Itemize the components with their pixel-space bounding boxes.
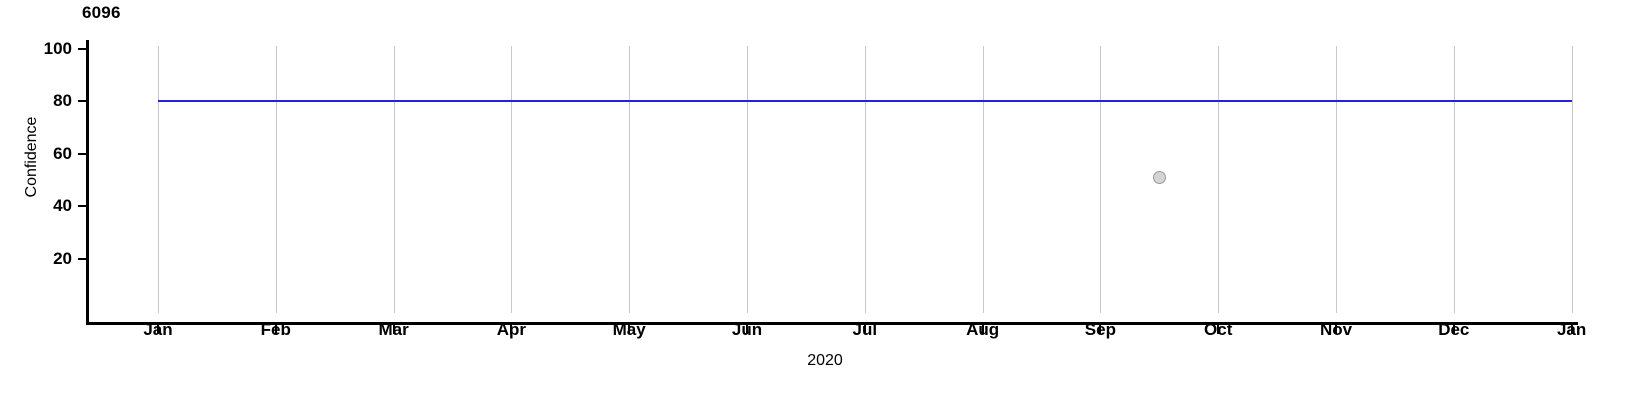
threshold-line <box>158 100 1572 102</box>
x-axis-tick-mark <box>392 325 395 334</box>
chart-title: 6096 <box>82 3 121 22</box>
x-axis-tick-label: Oct <box>1204 320 1233 339</box>
gridline <box>393 46 395 313</box>
gridline <box>511 46 513 313</box>
x-axis-tick-mark <box>510 325 513 334</box>
x-axis-tick-mark <box>1217 325 1220 334</box>
y-axis-tick-mark <box>78 100 87 102</box>
gridline <box>1336 46 1337 313</box>
x-axis-tick-mark <box>1570 325 1573 334</box>
x-axis-tick-label: Sep <box>1084 320 1116 339</box>
x-axis-tick-mark <box>863 325 866 334</box>
x-axis-tick-label: Aug <box>966 320 1000 339</box>
y-axis-tick-label: 80 <box>53 91 72 110</box>
gridline <box>158 46 159 313</box>
gridline <box>982 46 984 313</box>
gridline <box>629 46 631 313</box>
x-axis-tick-label: Jul <box>852 320 878 339</box>
gridline <box>1571 46 1573 313</box>
x-axis-tick-label: Nov <box>1319 320 1353 339</box>
x-axis-tick-mark <box>628 325 631 334</box>
gridline <box>747 46 748 313</box>
x-axis-tick-label: Mar <box>378 320 409 339</box>
gridline <box>864 46 866 313</box>
x-axis-tick-label: Feb <box>260 320 291 339</box>
y-axis-tick-mark <box>78 257 87 260</box>
gridline <box>1100 46 1102 313</box>
y-axis-line <box>86 40 89 325</box>
x-axis-tick-label: Apr <box>496 320 527 339</box>
x-axis-tick-label: Jan <box>143 320 173 339</box>
x-axis-label: 2020 <box>807 352 843 369</box>
y-axis-tick-label: 100 <box>43 38 72 58</box>
y-axis-tick-label: 20 <box>53 248 72 268</box>
x-axis-line <box>86 322 1578 325</box>
x-axis-tick-label: Jan <box>1556 320 1587 339</box>
data-point[interactable] <box>1152 170 1166 184</box>
y-axis-tick-mark <box>78 205 87 207</box>
y-axis-tick-label: 40 <box>53 196 72 215</box>
x-axis-tick-mark <box>1099 325 1102 334</box>
y-axis-tick-label: 60 <box>53 143 72 163</box>
x-axis-tick-label: Dec <box>1438 320 1470 339</box>
x-axis-tick-mark <box>1335 325 1337 334</box>
x-axis-tick-mark <box>157 325 159 334</box>
x-axis-tick-mark <box>1452 325 1455 334</box>
x-axis-tick-label: May <box>612 320 646 339</box>
x-axis-tick-label: Jun <box>731 320 763 339</box>
y-axis-tick-mark <box>78 47 87 50</box>
x-axis-tick-mark <box>274 325 277 334</box>
gridline <box>1218 46 1220 313</box>
x-axis-tick-mark <box>981 325 984 334</box>
gridline <box>275 46 277 313</box>
x-axis-tick-mark <box>746 325 748 334</box>
gridline <box>1453 46 1455 313</box>
y-axis-tick-mark <box>78 152 87 155</box>
